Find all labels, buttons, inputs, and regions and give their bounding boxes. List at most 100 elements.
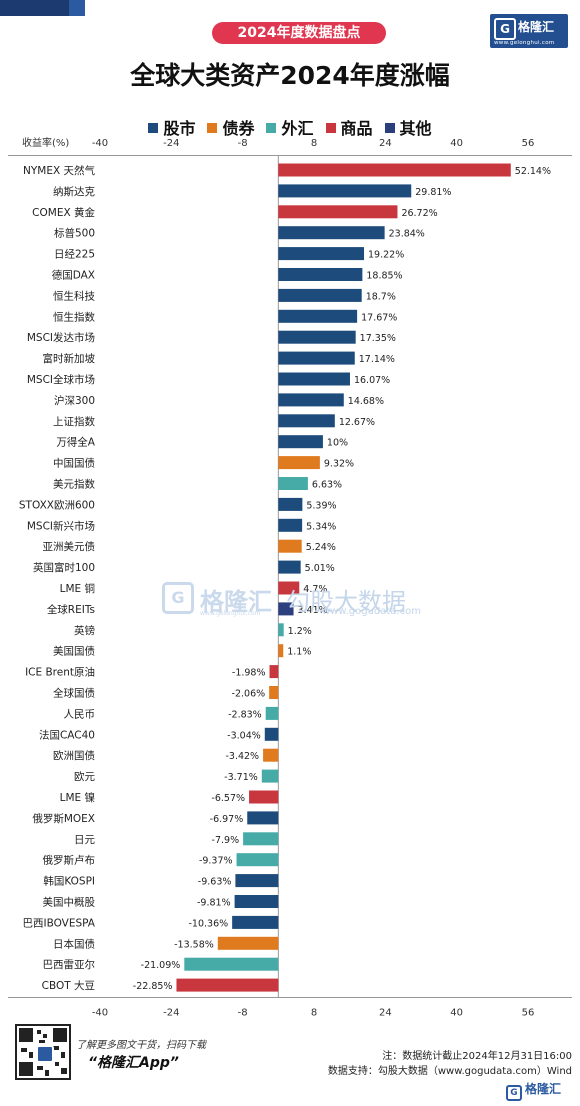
- logo-name: 格隆汇: [518, 20, 555, 34]
- category-label: LME 铜: [60, 583, 95, 595]
- qr-cell: [43, 1034, 47, 1038]
- footer-app: “格隆汇App”: [88, 1055, 179, 1071]
- bar: [269, 665, 279, 679]
- logo-mark-icon: G: [494, 18, 516, 40]
- value-label: -21.09%: [141, 960, 181, 971]
- bar: [263, 748, 279, 762]
- category-label: 美元指数: [53, 478, 95, 491]
- value-label: -2.06%: [232, 689, 266, 700]
- value-label: 17.14%: [359, 354, 395, 365]
- footer-cta: 了解更多图文干货，扫码下载: [76, 1040, 206, 1051]
- value-label: 5.34%: [306, 521, 336, 532]
- qr-cell: [61, 1052, 65, 1058]
- category-label: 法国CAC40: [39, 728, 95, 741]
- value-label: 18.7%: [366, 291, 396, 302]
- value-label: 5.01%: [305, 563, 335, 574]
- chart-title: 全球大类资产2024年度涨幅: [130, 61, 450, 90]
- category-label: 标普500: [54, 227, 95, 240]
- value-label: 1.2%: [288, 626, 312, 637]
- value-label: -1.98%: [232, 668, 266, 679]
- category-label: ICE Brent原油: [25, 666, 95, 679]
- value-label: 19.22%: [368, 250, 404, 261]
- value-label: -3.42%: [225, 751, 259, 762]
- bar: [243, 832, 279, 846]
- value-label: -2.83%: [228, 709, 262, 720]
- qr-cell: [61, 1068, 67, 1074]
- value-label: -13.58%: [174, 939, 214, 950]
- bottom-tick-label: 40: [450, 1008, 463, 1019]
- legend-item: 商品: [325, 115, 373, 139]
- value-label: 5.39%: [306, 500, 336, 511]
- category-label: 恒生科技: [53, 289, 95, 302]
- category-label: 德国DAX: [52, 269, 95, 282]
- legend-label: 债券: [222, 119, 255, 138]
- value-label: 4.7%: [303, 584, 327, 595]
- bar: [278, 539, 302, 553]
- value-label: 9.32%: [324, 459, 354, 470]
- bar: [278, 477, 308, 490]
- bar: [278, 623, 284, 637]
- value-label: 17.67%: [361, 312, 397, 323]
- category-label: STOXX欧洲600: [19, 499, 95, 511]
- qr-cell: [37, 1066, 43, 1070]
- category-label: 日元: [74, 834, 95, 846]
- qr-cell: [19, 1028, 33, 1042]
- value-label: -9.63%: [198, 877, 232, 888]
- bottom-tick-label: 56: [522, 1008, 535, 1019]
- legend-label: 外汇: [281, 119, 314, 138]
- value-label: 6.63%: [312, 480, 342, 491]
- value-label: -3.71%: [224, 772, 258, 783]
- category-label: 中国国债: [53, 457, 95, 470]
- bar: [278, 518, 303, 532]
- category-label: 英国富时100: [33, 561, 95, 574]
- top-tick-label: -40: [92, 138, 108, 149]
- corner-accent: [69, 0, 85, 16]
- category-label: 韩国KOSPI: [43, 875, 95, 888]
- watermark-brand2: 勾股大数据: [286, 588, 406, 616]
- category-label: 全球国债: [53, 687, 95, 700]
- bar: [278, 247, 365, 261]
- chart-legend: 股市 债券 外汇 商品 其他: [0, 115, 580, 139]
- top-tick-label: 40: [450, 138, 463, 149]
- category-label: 巴西IBOVESPA: [22, 917, 95, 929]
- value-label: 18.85%: [366, 271, 402, 282]
- category-label: MSCI全球市场: [27, 373, 95, 386]
- value-label: 12.67%: [339, 417, 375, 428]
- category-label: 恒生指数: [53, 310, 95, 323]
- bar: [278, 602, 294, 616]
- bottom-tick-label: -8: [238, 1008, 248, 1019]
- value-label: -6.57%: [211, 793, 245, 804]
- value-label: 1.1%: [287, 647, 311, 658]
- category-label: COMEX 黄金: [32, 206, 95, 219]
- bar: [278, 435, 323, 449]
- legend-label: 股市: [163, 119, 196, 138]
- footer-note: 注：数据统计截止2024年12月31日16:00: [382, 1051, 572, 1062]
- value-label: 5.24%: [306, 542, 336, 553]
- bar: [265, 706, 279, 720]
- bar: [236, 853, 279, 867]
- category-label: MSCI发达市场: [27, 331, 95, 344]
- qr-code[interactable]: [15, 1024, 71, 1080]
- category-label: 亚洲美元债: [43, 540, 96, 553]
- bar: [247, 811, 279, 825]
- category-label: 巴西雷亚尔: [43, 958, 96, 971]
- bar: [278, 560, 301, 574]
- bar: [176, 978, 279, 992]
- bar: [278, 644, 284, 658]
- y-axis-title: 收益率(%): [22, 136, 69, 149]
- bar: [278, 268, 363, 281]
- value-label: -6.97%: [210, 814, 244, 825]
- brand-logo: G 格隆汇 www.gelonghui.com: [490, 14, 568, 48]
- category-label: 日经225: [54, 248, 95, 261]
- bar: [278, 184, 412, 198]
- watermark-gogudata: 勾股大数据 www.gogudata.com: [286, 582, 421, 617]
- top-tick-label: -24: [163, 138, 179, 149]
- bar: [278, 414, 335, 428]
- value-label: -22.85%: [133, 981, 173, 992]
- corner-decoration: [0, 0, 85, 16]
- qr-cell: [19, 1062, 33, 1076]
- bar: [278, 456, 320, 470]
- qr-cell: [39, 1040, 45, 1043]
- legend-item: 其他: [384, 115, 432, 139]
- category-label: 俄罗斯MOEX: [32, 812, 95, 825]
